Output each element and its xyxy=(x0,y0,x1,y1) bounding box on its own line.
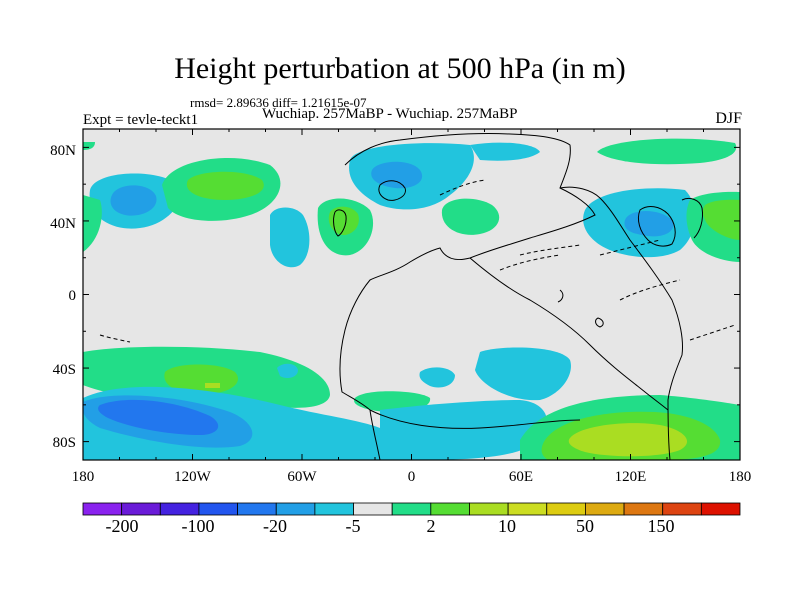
season-label: DJF xyxy=(715,110,742,127)
contour-pos-arctic-right xyxy=(597,138,737,165)
y-tick-label: 80S xyxy=(53,435,76,451)
contour-pos-north-pacific-core xyxy=(186,171,264,200)
contour-neg-indian-north xyxy=(475,347,571,401)
y-axis-labels: 80N 40N 0 40S 80S xyxy=(50,143,76,451)
colorbar-label: -200 xyxy=(106,516,139,536)
x-tick-label: 60E xyxy=(509,469,533,485)
coastline-west-island xyxy=(333,209,347,237)
contour-pos-south-indian-core xyxy=(568,423,688,457)
colorbar-label: -20 xyxy=(263,516,287,536)
colorbar-swatch xyxy=(430,502,470,516)
colorbar-swatch xyxy=(237,502,277,516)
dashed-shoreline-1 xyxy=(519,244,581,256)
colorbar-swatch xyxy=(82,502,123,516)
colorbar-label: 2 xyxy=(427,516,436,536)
colorbar-swatch xyxy=(391,502,432,516)
contour-pos-north-pacific-east-core xyxy=(702,199,740,240)
colorbar-label: 150 xyxy=(648,516,675,536)
colorbar-swatch xyxy=(314,502,354,516)
dashed-shoreline-6 xyxy=(99,334,131,343)
x-axis-labels: 180 120W 60W 0 60E 120E 180 xyxy=(72,469,752,485)
contour-pos-west-edge xyxy=(83,195,102,252)
x-tick-label: 120E xyxy=(615,469,647,485)
colorbar-swatch xyxy=(121,502,161,516)
colorbar-swatch xyxy=(585,502,625,516)
contour-fields xyxy=(83,138,740,460)
colorbar-swatch xyxy=(546,502,586,516)
colorbar-labels: -200 -100 -20 -5 2 10 50 150 xyxy=(106,516,675,536)
coastline-east-margin xyxy=(559,186,683,460)
colorbar-label: 10 xyxy=(498,516,516,536)
contour-pos-europe xyxy=(441,198,500,235)
coastline-east-asia xyxy=(637,206,676,247)
experiment-label: Expt = tevle-teckt1 xyxy=(83,112,199,128)
colorbar-swatch xyxy=(469,502,509,516)
dashed-shoreline-3 xyxy=(599,239,661,256)
chart-title: Height perturbation at 500 hPa (in m) xyxy=(174,52,626,85)
x-tick-label: 60W xyxy=(287,469,317,485)
coastline-paleo-pangea xyxy=(339,132,596,460)
contour-neg-north-america xyxy=(270,207,310,268)
dashed-shoreline-7 xyxy=(439,179,486,196)
colorbar-label: -100 xyxy=(182,516,215,536)
coastline-south xyxy=(469,257,669,411)
colorbar-swatch xyxy=(353,502,393,516)
dashed-shoreline-5 xyxy=(689,324,736,341)
x-tick-label: 180 xyxy=(729,469,752,485)
contour-neg-arctic-right xyxy=(470,142,540,161)
coastline-south-edge xyxy=(369,409,581,429)
comparison-label: Wuchiap. 257MaBP - Wuchiap. 257MaBP xyxy=(262,106,518,122)
coastline-north-island xyxy=(378,180,406,201)
contour-pos-south-pacific-east xyxy=(735,405,740,420)
colorbar-swatch xyxy=(159,502,200,516)
contour-neg-southern-ocean-core xyxy=(98,399,219,435)
y-tick-label: 40N xyxy=(50,216,76,232)
contour-neg-arctic-core xyxy=(371,161,423,189)
dashed-shoreline-4 xyxy=(619,279,681,301)
colorbar-swatch xyxy=(623,502,664,516)
dashed-shoreline-2 xyxy=(499,254,561,271)
contour-pos-atlantic-core xyxy=(328,206,359,236)
contour-pos-south-pacific-peak xyxy=(205,383,220,388)
colorbar-swatch xyxy=(198,502,238,516)
colorbar-swatch xyxy=(275,502,316,516)
colorbar xyxy=(82,502,741,516)
stats-label: rmsd= 2.89636 diff= 1.21615e-07 xyxy=(190,95,367,110)
colorbar-label: -5 xyxy=(346,516,361,536)
colorbar-label: 50 xyxy=(576,516,594,536)
coastline-east-coast-2 xyxy=(681,197,703,239)
y-tick-label: 40S xyxy=(53,362,76,378)
contour-pos-arctic-left xyxy=(83,142,95,150)
x-tick-label: 0 xyxy=(408,469,416,485)
contour-neg-east-asia-core xyxy=(624,211,674,237)
axis-ticks xyxy=(82,129,741,460)
contour-neg-indian-west xyxy=(419,367,455,388)
y-tick-label: 80N xyxy=(50,143,76,159)
coastlines xyxy=(333,132,703,460)
coastline-small-1 xyxy=(557,289,564,303)
contour-neg-small-south xyxy=(277,363,298,378)
paleo-shorelines-dashed xyxy=(99,179,736,343)
y-tick-label: 0 xyxy=(69,288,77,304)
contour-neg-north-pacific-core xyxy=(110,185,157,216)
coastline-small-2 xyxy=(595,317,604,328)
colorbar-swatch xyxy=(507,502,548,516)
contour-neg-indian-ocean xyxy=(380,400,548,460)
colorbar-swatch xyxy=(662,502,702,516)
x-tick-label: 120W xyxy=(174,469,212,485)
colorbar-swatch xyxy=(700,502,741,516)
x-tick-label: 180 xyxy=(72,469,95,485)
